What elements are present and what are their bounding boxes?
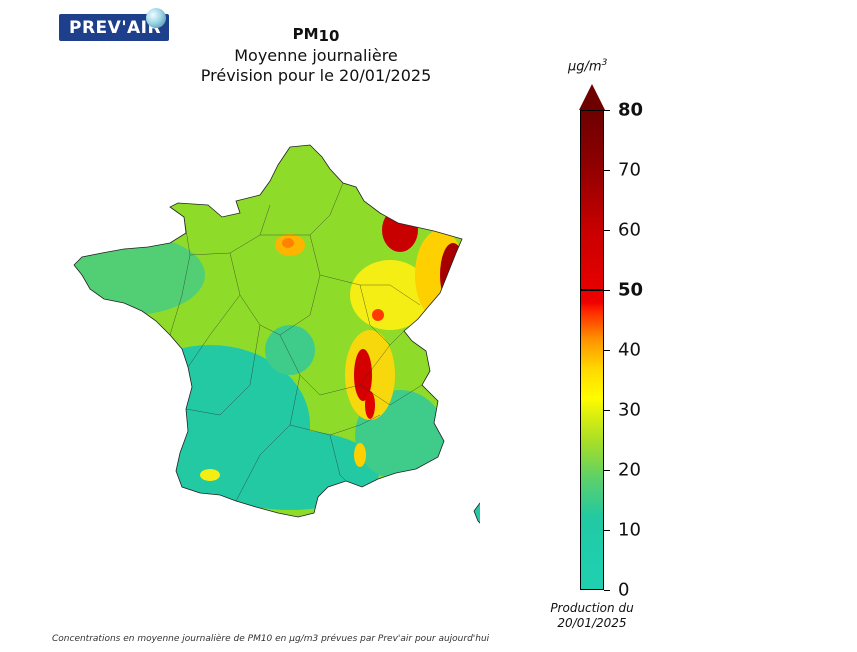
title-line-3: Prévision pour le 20/01/2025 xyxy=(200,66,432,85)
logo-text: PREV'AIR xyxy=(69,18,162,38)
colorbar-tick-label: 80 xyxy=(618,99,644,121)
colorbar-threshold-line xyxy=(580,289,604,291)
colorbar-tick-mark xyxy=(604,230,610,231)
corsica xyxy=(473,502,480,524)
production-label: Production du xyxy=(550,601,634,615)
production-date: Production du 20/01/2025 xyxy=(536,601,648,631)
colorbar-tick-mark xyxy=(604,350,610,351)
colorbar-tick-label: 40 xyxy=(618,339,641,361)
footer-caption: Concentrations en moyenne journalière de… xyxy=(52,634,490,644)
production-value: 20/01/2025 xyxy=(557,616,627,630)
pollutant-name: PM xyxy=(292,25,319,43)
unit-exponent: 3 xyxy=(601,58,608,68)
colorbar-tick-mark xyxy=(604,590,610,591)
colorbar-tick-mark xyxy=(604,410,610,411)
colorbar-tick-mark xyxy=(604,170,610,171)
pm10-colorbar xyxy=(580,110,604,590)
colorbar-tick-label: 0 xyxy=(618,579,630,601)
colorbar-max-arrow xyxy=(579,84,605,110)
colorbar-tick-mark xyxy=(604,290,610,291)
colorbar-tick-label: 70 xyxy=(618,159,641,181)
colorbar-tick-mark xyxy=(604,530,610,531)
colorbar-tick-label: 60 xyxy=(618,219,641,241)
colorbar-tick-mark xyxy=(604,470,610,471)
logo-globe-icon xyxy=(146,8,166,28)
colorbar-unit: µg/m3 xyxy=(568,58,607,74)
colorbar-tick-label: 50 xyxy=(618,279,644,301)
colorbar-tick-label: 30 xyxy=(618,399,641,421)
france-pm10-map xyxy=(73,144,480,524)
colorbar-tick-label: 10 xyxy=(618,519,641,541)
colorbar-tick-mark xyxy=(604,110,610,111)
colorbar-tick-label: 20 xyxy=(618,459,641,481)
france-border xyxy=(73,144,463,518)
map-title: PM10 Moyenne journalière Prévision pour … xyxy=(176,24,456,86)
title-line-2: Moyenne journalière xyxy=(234,46,398,65)
region-borders xyxy=(169,182,423,502)
unit-prefix: µg/m xyxy=(568,59,602,75)
pm10-field xyxy=(74,145,462,517)
pollutant-subscript: 10 xyxy=(318,27,340,45)
